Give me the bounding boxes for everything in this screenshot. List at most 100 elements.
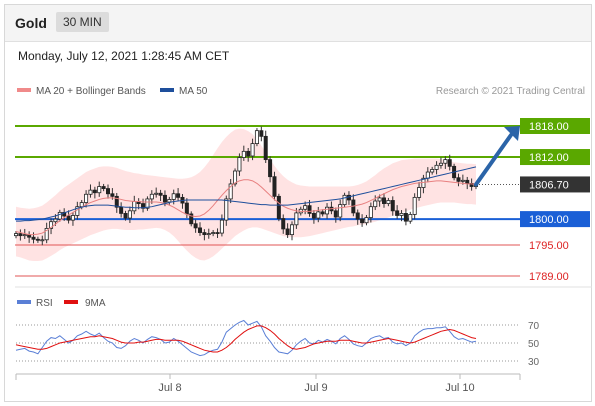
candle-body	[399, 213, 404, 216]
rsi-legend-swatch	[17, 300, 31, 304]
candle-body	[320, 211, 325, 215]
candle-body	[106, 188, 111, 195]
candle-body	[465, 179, 470, 184]
candle-body	[13, 233, 18, 237]
candle-body	[92, 189, 97, 194]
chart-legend: MA 20 + Bollinger Bands MA 50 Research ©…	[17, 86, 585, 97]
candle-body	[123, 213, 128, 219]
bollinger-band	[16, 128, 476, 261]
candle-body	[259, 130, 264, 137]
bb-legend-swatch	[17, 88, 31, 92]
candle-body	[386, 200, 391, 204]
ma50-legend-swatch	[160, 88, 174, 92]
level-label-1800.00: 1800.00	[529, 214, 569, 226]
candle-body	[101, 186, 106, 189]
level-tags: 1818.00 1812.00 1806.70 1800.00 1795.00 1789.…	[520, 118, 590, 283]
candle-body	[18, 233, 23, 237]
level-tag-1812.00	[520, 149, 590, 166]
ma-lines-layer	[15, 166, 477, 236]
instrument-title: Gold	[15, 15, 47, 31]
candle-body	[408, 214, 413, 222]
candle-body	[97, 186, 102, 194]
candle-body	[228, 183, 233, 200]
candle-body	[250, 143, 255, 157]
level-label-1806.70: 1806.70	[529, 179, 569, 191]
candle-body	[364, 217, 369, 224]
candle-body	[88, 189, 93, 195]
rsi-tick-70: 70	[528, 321, 540, 332]
candle-body	[381, 197, 386, 204]
candle-body	[158, 192, 163, 196]
level-label-1789.00: 1789.00	[529, 271, 569, 283]
candle-body	[325, 206, 330, 215]
timeframe-badge[interactable]: 30 MIN	[56, 12, 109, 32]
candle-body	[189, 213, 194, 225]
candle-body	[285, 228, 290, 236]
rsi-tick-30: 30	[528, 357, 540, 368]
candle-body	[443, 159, 448, 164]
ma20-line	[15, 179, 477, 236]
candle-body	[425, 171, 430, 179]
candle-body	[70, 215, 75, 221]
candle-body	[272, 176, 277, 197]
candle-body	[333, 210, 338, 218]
candle-body	[215, 232, 220, 234]
candle-body	[417, 187, 422, 198]
candle-body	[171, 193, 176, 200]
rsi-tick-50: 50	[528, 339, 540, 350]
bb-legend-label: MA 20 + Bollinger Bands	[36, 86, 146, 97]
bollinger-band-fill	[16, 128, 476, 261]
candle-body	[167, 199, 172, 203]
candle-body	[127, 210, 132, 219]
candle-body	[456, 177, 461, 182]
rsi-legend: RSI 9MA	[17, 298, 106, 309]
x-tick-label: Jul 8	[158, 382, 181, 394]
candle-body	[197, 227, 202, 233]
candle-body	[412, 196, 417, 215]
candle-body	[254, 130, 259, 144]
candle-body	[368, 206, 373, 218]
candle-body	[303, 205, 308, 210]
candle-body	[206, 233, 211, 236]
x-axis: Jul 8 Jul 9 Jul 10	[15, 373, 521, 394]
candle-body	[49, 221, 54, 229]
candle-body	[35, 238, 40, 241]
9ma-legend-swatch	[64, 300, 78, 304]
candle-body	[294, 212, 299, 226]
candle-body	[66, 215, 71, 221]
level-tag-1800.00	[520, 211, 590, 228]
candle-body	[338, 204, 343, 218]
candle-body	[110, 193, 115, 197]
rsi-line	[15, 319, 477, 357]
credit-text: Research © 2021 Trading Central	[436, 86, 585, 97]
candle-body	[447, 159, 452, 167]
candle-body	[395, 210, 400, 216]
x-tick-label: Jul 10	[445, 382, 474, 394]
candle-body	[237, 157, 242, 172]
arrow-shaft	[474, 133, 513, 187]
candle-body	[154, 192, 159, 195]
candle-body	[241, 150, 246, 158]
candle-body	[268, 159, 273, 178]
candle-body	[460, 179, 465, 182]
candle-body	[141, 203, 146, 209]
rsi-legend-label: RSI	[36, 298, 53, 309]
candle-body	[145, 198, 150, 209]
9ma-legend-label: 9MA	[85, 298, 106, 309]
level-tag-1818.00	[520, 118, 590, 134]
candle-body	[44, 228, 49, 241]
candle-body	[355, 212, 360, 220]
candle-body	[311, 213, 316, 219]
candle-body	[377, 197, 382, 202]
candle-body	[276, 195, 281, 219]
candle-body	[246, 150, 251, 157]
candle-body	[263, 135, 268, 161]
candle-body	[40, 239, 45, 242]
candle-body	[176, 193, 181, 198]
candle-body	[31, 236, 36, 240]
9ma-line	[15, 325, 477, 353]
candle-body	[430, 169, 435, 173]
candle-body	[211, 232, 216, 234]
candle-body	[224, 198, 229, 221]
